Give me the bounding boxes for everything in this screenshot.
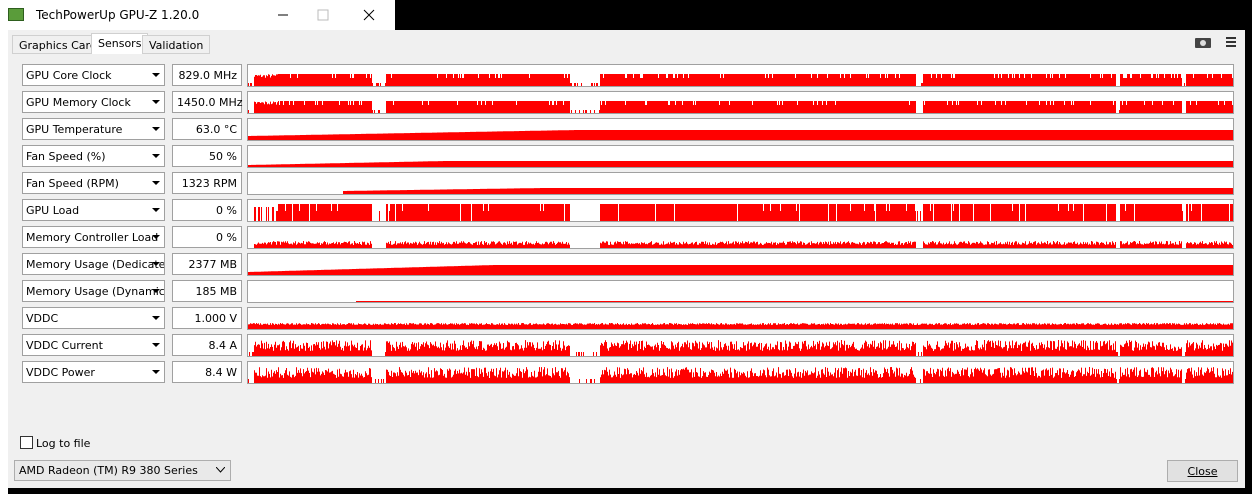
sensor-graph: [247, 307, 1234, 330]
graph-trace: [343, 188, 1233, 194]
sensor-label[interactable]: GPU Load: [22, 199, 165, 221]
dropdown-arrow: [152, 370, 160, 374]
graph-trace: [248, 265, 1233, 275]
graph-plot: [248, 367, 1233, 383]
dropdown-arrow: [152, 316, 160, 320]
tab[interactable]: Graphics Card: [12, 35, 104, 54]
graph-plot: [248, 130, 1233, 140]
dropdown-arrow: [152, 100, 160, 104]
dropdown-arrow: [152, 127, 160, 131]
graph-plot: [248, 101, 1233, 113]
log-label[interactable]: Log to file: [36, 437, 91, 450]
graph-trace: [254, 204, 1233, 221]
dropdown-arrow: [152, 181, 160, 185]
sensor-label[interactable]: Memory Usage (Dedicated): [22, 253, 165, 275]
dropdown-arrow: [152, 343, 160, 347]
graph-trace: [249, 340, 1233, 356]
sensor-label[interactable]: Memory Usage (Dynamic): [22, 280, 165, 302]
sensor-value: 63.0 °C: [172, 118, 242, 140]
app-icon: [8, 8, 24, 21]
graph-plot: [254, 241, 1233, 248]
sensor-label[interactable]: VDDC Power: [22, 361, 165, 383]
window-controls[interactable]: [260, 0, 395, 30]
sensor-value: 8.4 A: [172, 334, 242, 356]
sensor-label[interactable]: GPU Memory Clock: [22, 91, 165, 113]
sensor-value: 2377 MB: [172, 253, 242, 275]
sensor-graph: [247, 253, 1234, 276]
dropdown-arrow: [152, 208, 160, 212]
graph-plot: [248, 323, 1233, 329]
graph-trace: [248, 101, 1233, 113]
graph-trace: [254, 241, 1233, 248]
select-arrow: [216, 467, 225, 473]
sensor-label[interactable]: Fan Speed (%): [22, 145, 165, 167]
sensor-graph: [247, 361, 1234, 384]
graph-trace: [248, 161, 1233, 167]
dropdown-arrow: [152, 235, 160, 239]
sensor-label[interactable]: Memory Controller Load: [22, 226, 165, 248]
camera-lens: [1200, 40, 1206, 46]
gpu-select-text: AMD Radeon (TM) R9 380 Series: [19, 464, 198, 477]
sensor-value: 50 %: [172, 145, 242, 167]
dropdown-arrow: [152, 154, 160, 158]
sensor-value: 8.4 W: [172, 361, 242, 383]
window-title: TechPowerUp GPU-Z 1.20.0: [36, 8, 200, 22]
close-x[interactable]: [363, 9, 375, 21]
graph-trace: [248, 130, 1233, 140]
sensor-graph: [247, 199, 1234, 222]
menu-button[interactable]: [1226, 37, 1236, 47]
graph-plot: [356, 301, 1233, 302]
background-app: [0, 30, 8, 494]
graph-trace: [248, 367, 1233, 383]
maximize[interactable]: [317, 9, 329, 21]
sensor-graph: [247, 280, 1234, 303]
sensor-value: 829.0 MHz: [172, 64, 242, 86]
sensor-label[interactable]: VDDC Current: [22, 334, 165, 356]
graph-plot: [248, 161, 1233, 167]
graph-plot: [343, 188, 1233, 194]
graph-plot: [248, 265, 1233, 275]
sensor-graph: [247, 226, 1234, 249]
graph-trace: [356, 301, 1233, 302]
dropdown-arrow: [152, 73, 160, 77]
sensor-graph: [247, 91, 1234, 114]
sensor-value: 1323 RPM: [172, 172, 242, 194]
graph-plot: [248, 74, 1233, 86]
graph-trace: [248, 323, 1233, 329]
sensor-graph: [247, 334, 1234, 357]
sensor-graph: [247, 118, 1234, 141]
close-button[interactable]: Close: [1167, 460, 1238, 482]
tab[interactable]: Sensors: [91, 33, 149, 54]
sensor-value: 0 %: [172, 199, 242, 221]
graph-plot: [254, 204, 1233, 221]
sensor-graph: [247, 64, 1234, 87]
gpu-select[interactable]: AMD Radeon (TM) R9 380 Series: [14, 460, 231, 481]
sensor-graph: [247, 145, 1234, 168]
sensor-value: 1450.0 MHz: [172, 91, 243, 113]
title-bar: TechPowerUp GPU-Z 1.20.0: [0, 0, 395, 30]
dropdown-arrow: [152, 289, 160, 293]
graph-trace: [248, 74, 1233, 86]
sensor-value: 1.000 V: [172, 307, 242, 329]
sensor-label[interactable]: VDDC: [22, 307, 165, 329]
graph-plot: [249, 340, 1233, 356]
dropdown-arrow: [152, 262, 160, 266]
sensor-graph: [247, 172, 1234, 195]
log-checkbox[interactable]: [20, 436, 33, 449]
sensor-label[interactable]: GPU Temperature: [22, 118, 165, 140]
toolbar[interactable]: [1192, 34, 1242, 50]
sensor-value: 0 %: [172, 226, 242, 248]
sensor-label[interactable]: GPU Core Clock: [22, 64, 165, 86]
sensor-value: 185 MB: [172, 280, 242, 302]
tab[interactable]: Validation: [142, 35, 211, 54]
sensor-label[interactable]: Fan Speed (RPM): [22, 172, 165, 194]
